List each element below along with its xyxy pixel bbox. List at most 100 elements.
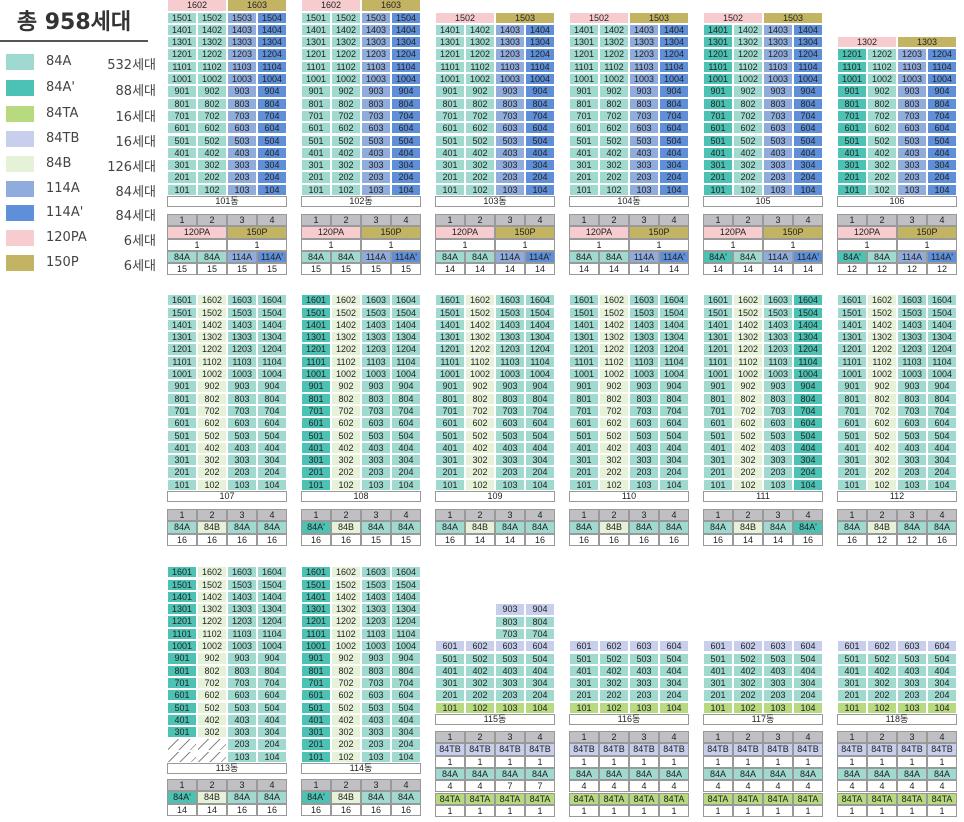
stats-cell: 15 (331, 263, 361, 276)
unit-cell: 204 (793, 689, 823, 702)
unit-cell: 501 (837, 429, 867, 442)
unit-cell: 304 (257, 454, 287, 467)
unit-cell: 804 (257, 664, 287, 677)
unit-cell: 1001 (569, 73, 599, 86)
unit-cell: 1504 (257, 306, 287, 319)
unit-cell: 1302 (197, 603, 227, 616)
unit-cell: 1201 (837, 343, 867, 356)
unit-cell: 904 (525, 603, 555, 616)
unit-cell: 101 (703, 701, 733, 714)
stats-cell: 84A (227, 521, 257, 534)
unit-cell: 1104 (391, 627, 421, 640)
unit-cell: 1102 (465, 355, 495, 368)
stats-cell: 4 (599, 780, 629, 793)
unit-cell: 1003 (897, 73, 927, 86)
unit-cell: 703 (495, 109, 525, 123)
unit-cell: 902 (867, 380, 897, 393)
unit-cell: 1003 (629, 368, 659, 381)
unit-cell: 1101 (703, 60, 733, 73)
unit-cell: 402 (867, 146, 897, 160)
unit-cell: 902 (331, 380, 361, 393)
unit-cell: 403 (629, 441, 659, 455)
unit-cell: 202 (197, 466, 227, 479)
stats-cell: 3 (629, 731, 659, 744)
unit-cell: 1402 (465, 23, 495, 37)
unit-cell: 604 (793, 640, 823, 653)
stats-cell: 15 (301, 263, 331, 276)
unit-cell: 101 (703, 183, 733, 196)
unit-cell: 602 (733, 640, 763, 653)
unit-cell: 902 (867, 85, 897, 98)
unit-cell: 403 (897, 441, 927, 455)
stats-cell: 114A' (927, 250, 957, 264)
stats-cell: 7 (525, 780, 555, 793)
unit-cell: 403 (495, 146, 525, 160)
unit-cell: 1402 (599, 318, 629, 332)
unit-cell: 904 (793, 85, 823, 98)
stats-cell: 84B (733, 521, 763, 534)
stats-cell: 1 (435, 214, 465, 227)
unit-cell: 403 (227, 713, 257, 727)
stats-cell: 84TA (465, 792, 495, 805)
stats-cell: 1 (659, 755, 689, 768)
stats-cell: 84TA (927, 792, 957, 805)
unit-cell: 101 (435, 183, 465, 196)
unit-cell: 604 (659, 122, 689, 135)
unit-cell: 704 (257, 109, 287, 123)
unit-cell: 602 (331, 122, 361, 135)
stats-cell: 4 (435, 780, 465, 793)
penthouse-cell: 1503 (495, 11, 555, 24)
unit-cell: 203 (495, 689, 525, 702)
unit-cell: 203 (361, 171, 391, 184)
unit-cell: 502 (331, 429, 361, 442)
unit-cell: 203 (629, 689, 659, 702)
unit-cell: 1002 (331, 368, 361, 381)
unit-cell: 1003 (227, 73, 257, 86)
unit-cell: 104 (659, 701, 689, 714)
stats-cell: 3 (629, 509, 659, 522)
unit-cell: 501 (703, 652, 733, 665)
stats-cell: 1 (167, 509, 197, 522)
unit-cell: 303 (495, 454, 525, 467)
unit-cell: 302 (465, 454, 495, 467)
stats-cell: 1 (927, 804, 957, 818)
unit-cell: 604 (391, 122, 421, 135)
unit-cell: 1203 (227, 48, 257, 61)
unit-cell: 1002 (465, 368, 495, 381)
unit-cell: 1202 (867, 48, 897, 61)
unit-cell: 1502 (465, 306, 495, 319)
unit-cell: 704 (525, 404, 555, 418)
unit-cell (197, 738, 227, 751)
unit-cell: 1202 (465, 48, 495, 61)
unit-cell: 1104 (927, 355, 957, 368)
unit-cell: 903 (629, 380, 659, 393)
unit-cell: 801 (167, 392, 197, 405)
unit-cell: 802 (197, 392, 227, 405)
unit-cell: 403 (361, 713, 391, 727)
unit-cell: 203 (763, 689, 793, 702)
unit-cell: 1304 (659, 36, 689, 49)
unit-cell: 404 (927, 664, 957, 678)
unit-cell: 901 (167, 380, 197, 393)
unit-cell: 601 (703, 122, 733, 135)
unit-cell: 902 (733, 380, 763, 393)
unit-cell: 1001 (435, 73, 465, 86)
unit-cell: 104 (659, 478, 689, 491)
stats-cell: 16 (301, 803, 331, 816)
unit-cell: 103 (897, 183, 927, 196)
unit-cell: 902 (465, 380, 495, 393)
unit-cell: 1202 (331, 48, 361, 61)
legend-swatch (6, 255, 34, 271)
stats-cell: 1 (837, 238, 897, 251)
unit-cell: 1403 (763, 23, 793, 37)
stats-cell: 1 (301, 238, 361, 251)
penthouse-cell: 1503 (763, 11, 823, 24)
stats-cell: 114A' (257, 250, 287, 264)
unit-cell: 703 (361, 404, 391, 418)
unit-cell: 503 (495, 652, 525, 665)
unit-cell: 501 (837, 652, 867, 665)
unit-cell: 401 (569, 146, 599, 160)
unit-cell: 1201 (167, 615, 197, 628)
stats-cell: 84A (569, 767, 599, 781)
unit-cell: 1003 (763, 368, 793, 381)
